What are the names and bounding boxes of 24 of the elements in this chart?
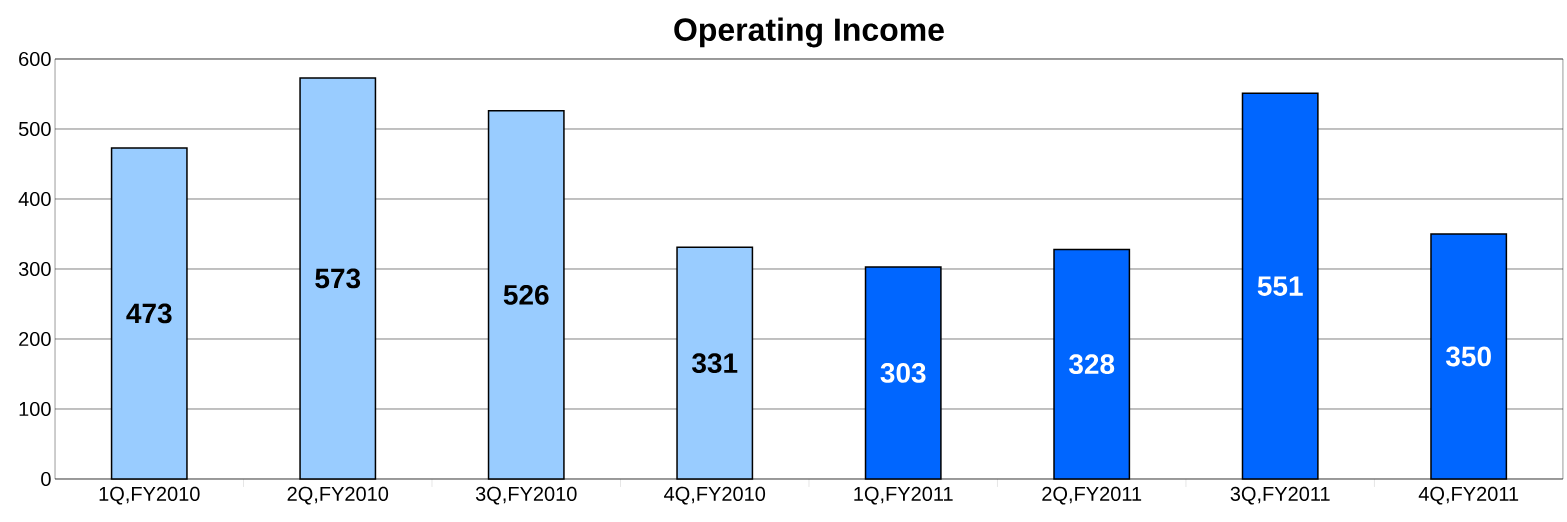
x-tick-label: 2Q,FY2010 (287, 486, 389, 505)
x-tick-label: 2Q,FY2011 (1042, 486, 1142, 505)
data-label: 473 (126, 303, 172, 324)
y-tick-label: 500 (18, 121, 51, 137)
chart-title: Operating Income (674, 17, 944, 48)
y-tick-label: 600 (19, 51, 51, 67)
x-tick-label: 3Q,FY2011 (1230, 486, 1330, 505)
data-label: 328 (1068, 354, 1115, 375)
data-label: 551 (1257, 276, 1303, 296)
x-tick-label: 3Q,FY2010 (475, 486, 577, 505)
data-label: 303 (880, 363, 926, 383)
y-tick-label: 0 (41, 471, 51, 487)
x-tick-label: 4Q,FY2010 (664, 486, 766, 505)
x-tick-label: 1Q,FY2011 (854, 486, 953, 505)
y-tick-label: 300 (18, 261, 51, 277)
data-label: 350 (1445, 346, 1491, 367)
data-label: 526 (503, 284, 549, 305)
x-tick-label: 4Q,FY2011 (1418, 486, 1519, 505)
y-tick-label: 400 (18, 191, 51, 207)
y-tick-label: 200 (19, 331, 51, 347)
data-label: 331 (692, 353, 738, 374)
y-tick-label: 100 (19, 401, 51, 417)
x-tick-label: 1Q,FY2010 (99, 486, 200, 505)
data-label: 573 (315, 268, 361, 289)
